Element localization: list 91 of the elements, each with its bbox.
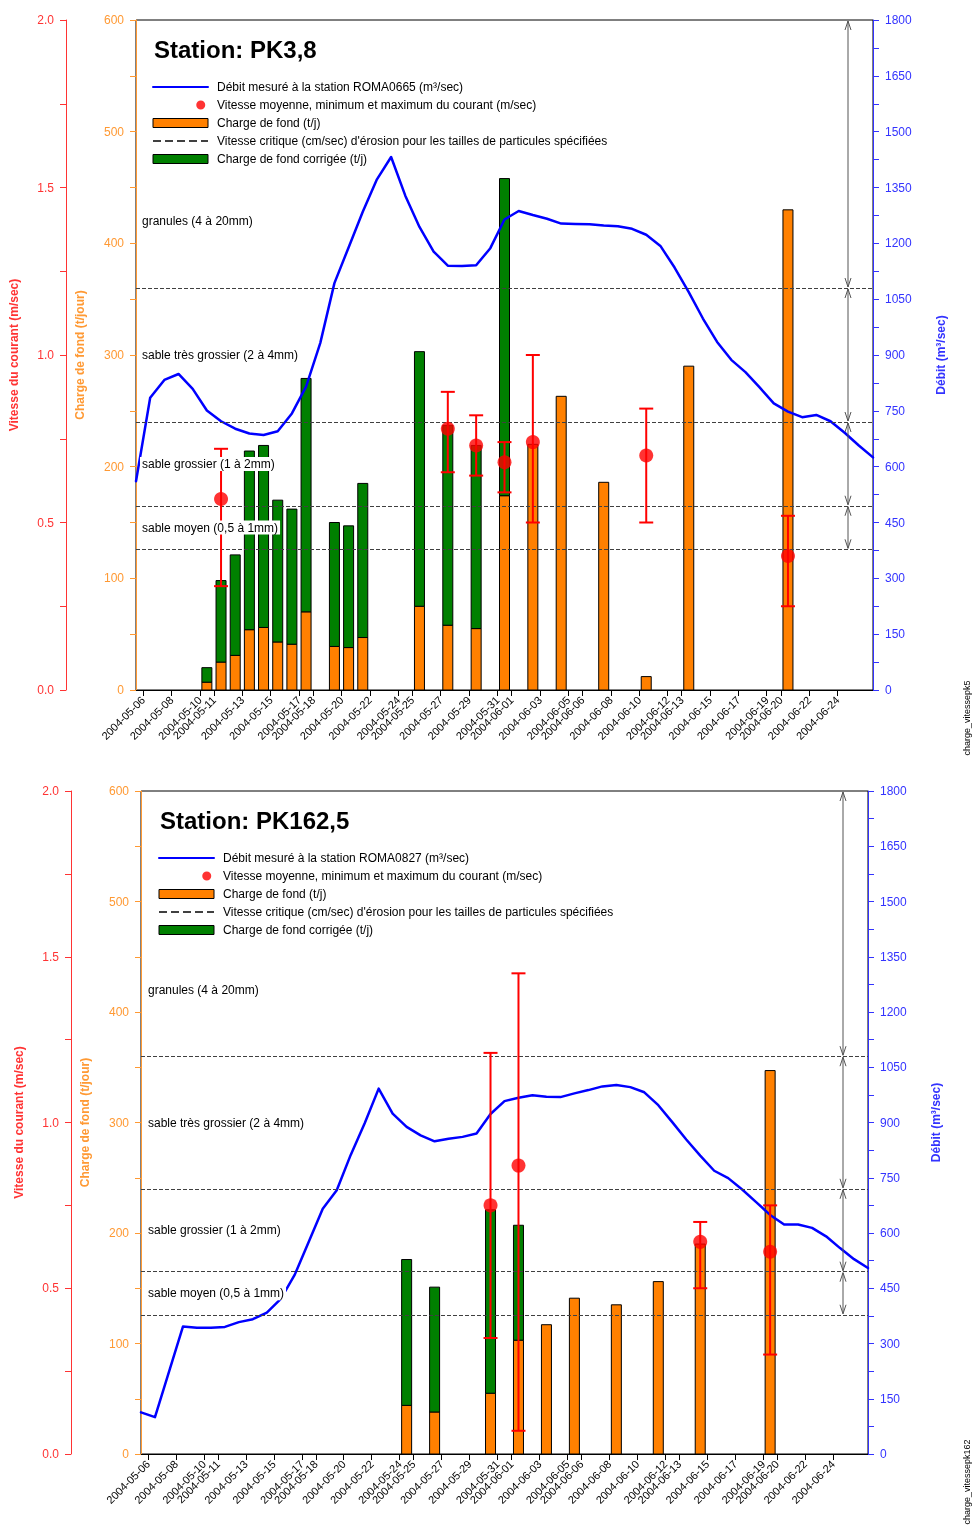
point: [525, 435, 540, 450]
y-tick-label: 400: [108, 1005, 130, 1019]
legend-label: Charge de fond (t/j): [223, 887, 327, 901]
text: Station: PK3,8: [154, 35, 317, 63]
point: [693, 1234, 708, 1249]
y-tick-label: 500: [108, 894, 130, 909]
y2-tick-label: 0.0: [42, 1447, 60, 1461]
y3-tick-label: 0: [885, 683, 892, 697]
y-axis-title: Charge de fond (t/jour): [78, 1057, 92, 1188]
y2-tick-label: 0.5: [37, 515, 55, 530]
y3-tick-label: 1800: [885, 13, 913, 27]
legend-label: Débit mesuré à la station ROMA0665 (m³/sec): [217, 80, 464, 94]
point: [780, 549, 795, 563]
annotation: sable très grossier (2 à 4mm): [148, 1115, 305, 1130]
annotation: granules (4 à 20mm): [142, 214, 253, 228]
legend-label: Vitesse critique (cm/sec) d'érosion pour les tailles de particules spécifiées: [223, 905, 614, 919]
y2-tick-label: 2.0: [42, 784, 60, 798]
y-tick-label: 0: [117, 683, 125, 697]
legend-label: Vitesse moyenne, minimum et maximum du courant (m/sec): [217, 98, 537, 112]
annotation: sable grossier (1 à 2mm): [142, 456, 275, 471]
y-tick-label: 100: [103, 571, 125, 586]
legend-label: Débit mesuré à la station ROMA0827 (m³/sec): [223, 851, 470, 865]
point: [214, 492, 229, 507]
y-axis-title: Charge de fond (t/jour): [73, 290, 87, 420]
y3-tick-label: 300: [885, 571, 906, 586]
y-tick-label: 500: [103, 124, 125, 139]
y3-tick-label: 900: [880, 1115, 901, 1130]
y3-tick-label: 1050: [885, 292, 913, 307]
y3-tick-label: 600: [885, 459, 906, 474]
text: charge_vitessepk162: [962, 1439, 972, 1525]
y-tick-label: 600: [108, 784, 130, 798]
text: charge_vitessepk5: [962, 680, 972, 756]
point: [440, 421, 455, 436]
y-tick-label: 600: [103, 13, 125, 27]
annotation: sable très grossier (2 à 4mm): [142, 348, 299, 362]
legend-label: Vitesse moyenne, minimum et maximum du courant (m/sec): [223, 869, 543, 883]
legend-label: Charge de fond (t/j): [217, 116, 321, 130]
line-series: [134, 155, 875, 483]
y2-tick-label: 1.0: [42, 1115, 60, 1130]
point: [497, 455, 512, 470]
y3-tick-label: 450: [885, 515, 906, 530]
legend-label: Vitesse critique (cm/sec) d'érosion pour les tailles de particules spécifiées: [217, 134, 608, 148]
text: Station: PK162,5: [160, 806, 350, 834]
y3-tick-label: 1200: [880, 1005, 908, 1019]
y-tick-label: 0: [122, 1447, 130, 1461]
legend-label: Charge de fond corrigée (t/j): [217, 152, 368, 166]
y3-tick-label: 450: [880, 1281, 901, 1296]
y-tick-label: 400: [103, 236, 125, 251]
y3-tick-label: 900: [885, 348, 906, 362]
y3-tick-label: 1650: [885, 68, 913, 83]
annotation: sable grossier (1 à 2mm): [148, 1223, 281, 1238]
y2-tick-label: 1.5: [37, 180, 55, 195]
annotation: granules (4 à 20mm): [148, 982, 259, 997]
y2-tick-label: 0.0: [37, 683, 55, 697]
y2-tick-label: 1.5: [42, 949, 60, 964]
legend-label: Charge de fond corrigée (t/j): [223, 923, 374, 937]
y3-tick-label: 300: [880, 1336, 901, 1351]
y3-tick-label: 0: [880, 1447, 887, 1461]
y2-tick-label: 1.0: [37, 348, 55, 362]
y3-tick-label: 750: [880, 1170, 901, 1185]
point: [639, 448, 654, 463]
y2-tick-label: 0.5: [42, 1281, 60, 1296]
y3-axis-title: Débit (m³/sec): [934, 315, 948, 395]
y3-tick-label: 1050: [880, 1060, 908, 1075]
y3-tick-label: 750: [885, 403, 906, 418]
y2-axis-title: Vitesse du courant (m/sec): [12, 1046, 26, 1199]
annotation: sable moyen (0,5 à 1mm): [142, 520, 279, 535]
y3-tick-label: 600: [880, 1226, 901, 1240]
y3-tick-label: 150: [885, 627, 906, 642]
y-tick-label: 300: [103, 348, 125, 362]
y3-tick-label: 150: [880, 1391, 901, 1406]
y-tick-label: 200: [103, 459, 125, 474]
y3-tick-label: 1200: [885, 236, 913, 251]
y-tick-label: 200: [108, 1226, 130, 1240]
y2-tick-label: 2.0: [37, 13, 55, 27]
y-tick-label: 300: [108, 1115, 130, 1130]
y-tick-label: 100: [108, 1336, 130, 1351]
point: [483, 1198, 498, 1213]
y3-tick-label: 1500: [885, 124, 913, 139]
y3-tick-label: 1650: [880, 839, 908, 854]
y3-tick-label: 1500: [880, 894, 908, 909]
y3-tick-label: 1350: [880, 949, 908, 964]
point: [511, 1158, 526, 1173]
y3-tick-label: 1350: [885, 180, 913, 195]
y3-tick-label: 1800: [880, 784, 908, 798]
point: [469, 438, 484, 453]
y3-axis-title: Débit (m³/sec): [929, 1082, 943, 1163]
line-series: [139, 1083, 870, 1419]
annotation: sable moyen (0,5 à 1mm): [148, 1286, 285, 1301]
point: [763, 1244, 778, 1259]
y2-axis-title: Vitesse du courant (m/sec): [7, 278, 21, 432]
